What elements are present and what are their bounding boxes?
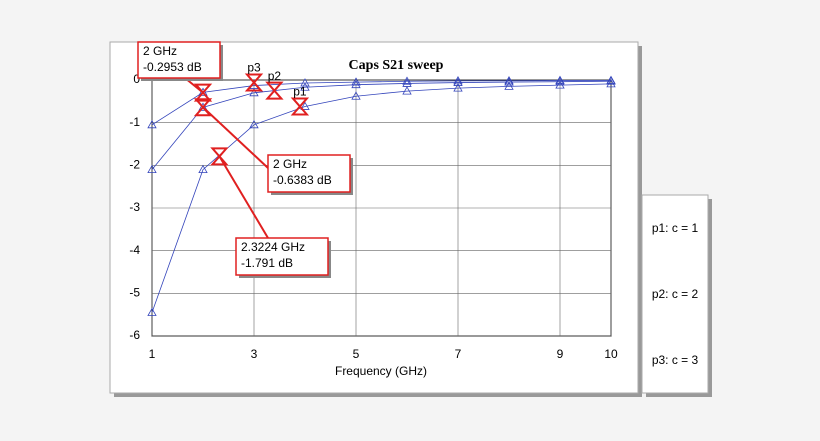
y-tick-label: -3	[129, 200, 140, 214]
legend-entry: p3: c = 3	[652, 353, 699, 367]
point-marker	[147, 164, 157, 173]
point-marker	[300, 78, 310, 87]
annotation-marker	[210, 147, 229, 166]
point-marker	[555, 76, 565, 86]
leader-line	[202, 106, 269, 169]
point-marker	[504, 76, 514, 85]
annotation-marker	[193, 98, 213, 117]
leader-line	[218, 155, 269, 239]
point-marker	[453, 83, 463, 92]
annotation-box	[267, 154, 351, 193]
annotation-text: -0.2953 dB	[143, 60, 202, 74]
annotation-text: -1.791 dB	[241, 256, 293, 270]
series-line	[151, 83, 612, 313]
y-tick-label: -6	[129, 328, 140, 342]
point-marker	[606, 75, 616, 84]
annotation-text: -0.6383 dB	[273, 173, 332, 187]
x-tick-label: 10	[604, 347, 618, 361]
point-marker	[402, 86, 412, 95]
point-marker	[351, 91, 361, 100]
x-tick-label: 1	[149, 347, 156, 361]
x-tick-label: 5	[353, 347, 360, 361]
y-tick-label: -4	[129, 243, 140, 257]
marker	[244, 73, 264, 92]
point-marker	[351, 77, 361, 86]
annotation-box	[235, 237, 329, 276]
legend-entry: p2: c = 2	[652, 287, 699, 301]
x-axis-label: Frequency (GHz)	[335, 364, 427, 378]
point-marker	[198, 102, 208, 111]
x-tick-label: 3	[251, 347, 258, 361]
point-marker	[504, 77, 514, 86]
series-line	[151, 80, 612, 170]
point-marker	[300, 101, 310, 110]
point-marker	[504, 81, 514, 90]
y-tick-label: -2	[129, 158, 140, 172]
marker	[265, 81, 284, 100]
x-tick-label: 7	[455, 347, 462, 361]
point-marker	[147, 119, 157, 129]
point-marker	[402, 76, 412, 85]
marker-label: p1	[293, 85, 307, 99]
marker	[290, 97, 310, 116]
point-marker	[249, 87, 259, 97]
chart-title: Caps S21 sweep	[349, 58, 444, 73]
point-marker	[402, 78, 412, 87]
point-marker	[453, 77, 463, 86]
y-tick-label: -1	[129, 115, 140, 129]
y-tick-label: -5	[129, 286, 140, 300]
point-marker	[453, 76, 463, 85]
annotation-text: 2.3224 GHz	[241, 240, 305, 254]
point-marker	[300, 82, 310, 91]
legend-box	[641, 194, 709, 394]
point-marker	[351, 79, 361, 89]
marker-label: p2	[268, 69, 282, 83]
point-marker	[249, 119, 259, 129]
x-tick-label: 9	[557, 347, 564, 361]
series-line	[151, 80, 611, 126]
point-marker	[198, 164, 208, 173]
legend-entry: p1: c = 1	[652, 221, 699, 235]
annotation-text: 2 GHz	[273, 157, 307, 171]
annotation-text: 2 GHz	[143, 44, 177, 58]
point-marker	[555, 75, 565, 84]
annotation-box	[137, 41, 221, 79]
marker-label: p3	[247, 61, 261, 75]
point-marker	[147, 307, 157, 316]
y-tick-label: 0	[133, 72, 140, 86]
